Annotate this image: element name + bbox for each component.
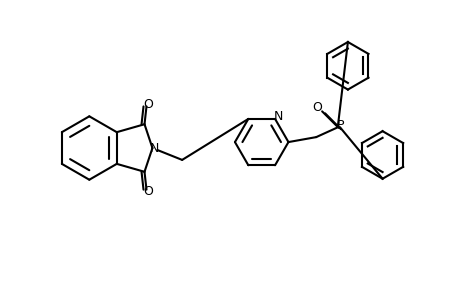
Text: O: O (312, 101, 321, 114)
Text: O: O (143, 98, 153, 111)
Text: N: N (273, 110, 282, 123)
Text: O: O (143, 185, 153, 198)
Text: P: P (336, 119, 344, 132)
Text: N: N (150, 142, 159, 154)
